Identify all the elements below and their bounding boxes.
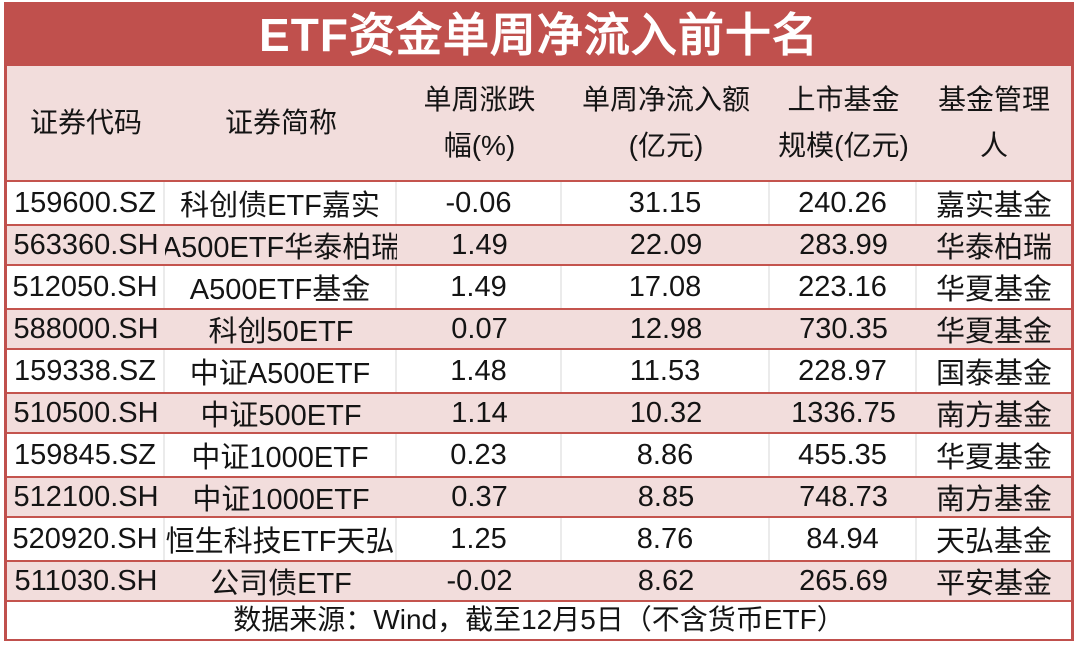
etf-weekly-inflow-table-card: ETF资金单周净流入前十名 证券代码 证券简称 单周涨跌幅(%) 单周净流入额 (亿元)…: [4, 2, 1074, 641]
table-cell-size: 84.94: [770, 518, 917, 560]
table-cell-inflow: 22.09: [629, 228, 703, 261]
table-row: 159600.SZ 科创债ETF嘉实 -0.06 31.15 240.26 嘉实基金: [7, 182, 1071, 224]
table-cell-name: 科创50ETF: [208, 316, 354, 348]
table-cell-code: 520920.SH: [7, 518, 165, 560]
column-header-line: 人: [979, 130, 1008, 161]
table-header-row: 证券代码 证券简称 单周涨跌 幅(%) 单周净流入额 (亿元) 上市基金 规模(亿元) 基金管理…: [7, 66, 1071, 182]
table-cell-inflow: 11.53: [562, 350, 770, 392]
table-cell-code: 588000.SH: [13, 312, 159, 345]
table-row: 159338.SZ 中证A500ETF 1.48 11.53 228.97 国泰基金: [7, 350, 1071, 392]
column-header-line: 规模(亿元): [778, 130, 909, 161]
column-header-size: 上市基金规模(亿元): [770, 66, 917, 180]
column-header-line: 上市基金: [787, 84, 900, 115]
table-cell-code: 511030.SH: [14, 564, 158, 597]
column-header-line: 幅(%): [443, 130, 516, 161]
table-cell-size: 455.35: [770, 434, 917, 476]
table-cell-inflow: 17.08: [562, 266, 770, 308]
table-cell-inflow: 8.85: [637, 480, 695, 513]
table-row: 511030.SH 公司债ETF -0.02 8.62 265.69 平安基金: [7, 560, 1071, 602]
table-cell-manager: 南方基金: [935, 484, 1052, 516]
table-cell-manager: 华夏基金: [935, 274, 1052, 306]
table-row: 563360.SH A500ETF华泰柏瑞 1.49 22.09 283.99 华泰柏瑞: [7, 224, 1071, 266]
table-cell-inflow: 8.86: [562, 434, 770, 476]
table-cell-change: 1.14: [451, 396, 508, 429]
table-cell-inflow: 8.62: [637, 564, 695, 597]
table-row: 510500.SH 中证500ETF 1.14 10.32 1336.75 南方基金: [7, 392, 1071, 434]
column-header-manager: 基金管理人: [917, 66, 1071, 180]
table-cell-code: 510500.SH: [13, 396, 159, 429]
column-header-line: 证券代码: [29, 107, 142, 138]
table-body: 159600.SZ 科创债ETF嘉实 -0.06 31.15 240.26 嘉实基金 563…: [7, 182, 1071, 602]
table-cell-change: -0.02: [446, 564, 513, 597]
table-cell-size: 265.69: [799, 564, 888, 597]
table-cell-manager: 华夏基金: [935, 442, 1052, 474]
table-cell-name: 科创债ETF嘉实: [165, 182, 397, 224]
table-cell-change: 1.48: [397, 350, 562, 392]
table-cell-manager: 平安基金: [935, 568, 1052, 600]
column-header-line: 单周涨跌: [423, 84, 536, 115]
table-cell-manager: 天弘基金: [935, 526, 1052, 558]
table-cell-size: 748.73: [799, 480, 888, 513]
page-title: ETF资金单周净流入前十名: [7, 5, 1071, 66]
column-header-line: 证券简称: [224, 107, 337, 138]
table-row: 512050.SH A500ETF基金 1.49 17.08 223.16 华夏基金: [7, 266, 1071, 308]
data-source-note: 数据来源：Wind，截至12月5日（不含货币ETF）: [7, 602, 1071, 639]
table-cell-name: 中证1000ETF: [165, 434, 397, 476]
table-cell-manager: 华泰柏瑞: [935, 232, 1052, 264]
table-cell-inflow: 12.98: [629, 312, 703, 345]
table-cell-change: 1.49: [451, 228, 508, 261]
table-cell-size: 223.16: [770, 266, 917, 308]
table-row: 159845.SZ 中证1000ETF 0.23 8.86 455.35 华夏基金: [7, 434, 1071, 476]
table-cell-name: 中证500ETF: [200, 400, 362, 432]
column-header-code: 证券代码: [7, 66, 165, 180]
table-row: 588000.SH 科创50ETF 0.07 12.98 730.35 华夏基金: [7, 308, 1071, 350]
table-cell-size: 1336.75: [791, 396, 896, 429]
table-row: 520920.SH 恒生科技ETF天弘 1.25 8.76 84.94 天弘基金: [7, 518, 1071, 560]
table-cell-code: 563360.SH: [13, 228, 159, 261]
table-cell-name: A500ETF基金: [165, 266, 397, 308]
table-cell-change: -0.06: [397, 182, 562, 224]
table-cell-code: 159600.SZ: [7, 182, 165, 224]
table-cell-change: 0.07: [451, 312, 508, 345]
table-cell-change: 1.49: [397, 266, 562, 308]
table-cell-size: 240.26: [770, 182, 917, 224]
table-cell-name: 中证A500ETF: [165, 350, 397, 392]
table-cell-manager: 南方基金: [935, 400, 1052, 432]
table-cell-size: 228.97: [770, 350, 917, 392]
column-header-name: 证券简称: [165, 66, 397, 180]
table-cell-change: 0.23: [397, 434, 562, 476]
column-header-line: 单周净流入额: [581, 84, 750, 115]
table-cell-code: 159845.SZ: [7, 434, 165, 476]
table-cell-name: 恒生科技ETF天弘: [165, 518, 397, 560]
table-cell-inflow: 8.76: [562, 518, 770, 560]
table-cell-code: 159338.SZ: [7, 350, 165, 392]
table-cell-manager: 国泰基金: [935, 358, 1052, 390]
column-header-line: (亿元): [628, 130, 704, 161]
column-header-inflow: 单周净流入额 (亿元): [562, 66, 770, 180]
column-header-line: 基金管理: [937, 84, 1050, 115]
table-cell-name: 公司债ETF: [210, 568, 352, 600]
table-cell-size: 283.99: [799, 228, 888, 261]
table-row: 512100.SH 中证1000ETF 0.37 8.85 748.73 南方基金: [7, 476, 1071, 518]
table-cell-change: 0.37: [451, 480, 508, 513]
table-cell-code: 512100.SH: [13, 480, 159, 513]
table-cell-name: 中证1000ETF: [192, 484, 370, 516]
table-cell-inflow: 31.15: [562, 182, 770, 224]
table-cell-code: 512050.SH: [7, 266, 165, 308]
table-cell-name: A500ETF华泰柏瑞: [165, 232, 397, 264]
table-cell-size: 730.35: [799, 312, 888, 345]
table-cell-change: 1.25: [397, 518, 562, 560]
column-header-change: 单周涨跌幅(%): [397, 66, 562, 180]
table-cell-inflow: 10.32: [629, 396, 703, 429]
table-cell-manager: 华夏基金: [935, 316, 1052, 348]
table-cell-manager: 嘉实基金: [935, 190, 1052, 222]
